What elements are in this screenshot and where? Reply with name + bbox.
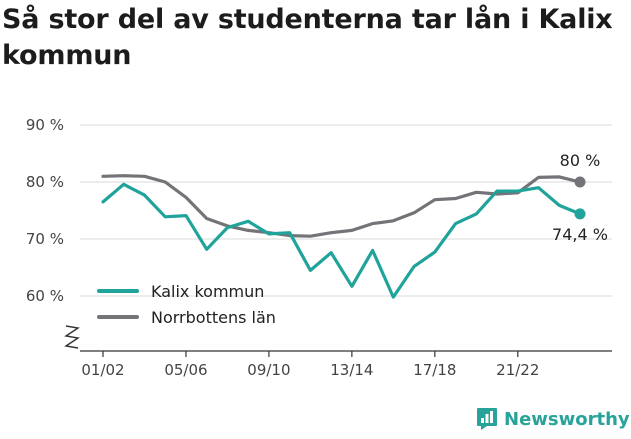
end-point-marker — [574, 208, 586, 220]
legend-item-norrbotten: Norrbottens län — [97, 304, 276, 330]
bar-chart-speech-icon — [476, 407, 498, 431]
legend-label-kalix: Kalix kommun — [151, 281, 265, 301]
end-point-marker — [574, 176, 586, 188]
y-tick-label: 60 % — [26, 287, 64, 305]
x-tick-label: 01/02 — [81, 361, 124, 379]
y-axis-ticks: 60 % 70 % 80 % 90 % — [26, 116, 64, 305]
legend: Kalix kommun Norrbottens län — [97, 278, 276, 330]
y-tick-label: 70 % — [26, 230, 64, 248]
x-tick-label: 17/18 — [413, 361, 456, 379]
end-value-label: 74,4 % — [552, 225, 608, 244]
x-tick-label: 05/06 — [164, 361, 207, 379]
series-line-norrbotten — [101, 174, 582, 238]
y-tick-label: 90 % — [26, 116, 64, 134]
legend-item-kalix: Kalix kommun — [97, 278, 276, 304]
legend-label-norrbotten: Norrbottens län — [151, 307, 276, 327]
chart-title: Så stor del av studenterna tar lån i Kal… — [2, 4, 613, 71]
legend-swatch-norrbotten — [97, 315, 139, 319]
x-tick-label: 21/22 — [496, 361, 539, 379]
end-markers: 80 % 74,4 % — [552, 151, 608, 244]
y-tick-label: 80 % — [26, 173, 64, 191]
end-value-label: 80 % — [560, 151, 601, 170]
series-line-kalix — [101, 182, 582, 299]
series-lines — [101, 174, 582, 299]
grid-lines — [80, 124, 612, 297]
axis-break-icon — [64, 325, 80, 349]
legend-swatch-kalix — [97, 289, 139, 293]
x-tick-label: 13/14 — [330, 361, 373, 379]
brand-name: Newsworthy — [504, 408, 630, 430]
x-tick-label: 09/10 — [247, 361, 290, 379]
x-axis-ticks: 01/02 05/06 09/10 13/14 17/18 21/22 — [81, 351, 539, 379]
newsworthy-logo: Newsworthy — [476, 407, 630, 431]
